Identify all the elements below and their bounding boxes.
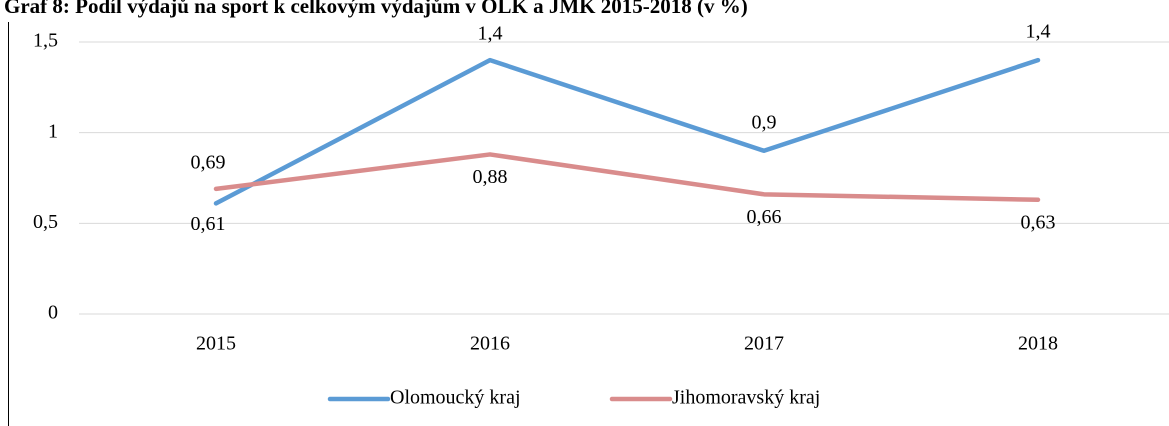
legend-label: Olomoucký kraj [390, 387, 521, 409]
data-label: 1,4 [478, 23, 503, 45]
legend-label: Jihomoravský kraj [672, 387, 820, 409]
data-label: 0,88 [473, 166, 508, 188]
x-tick-label: 2018 [1018, 333, 1058, 355]
y-tick-label: 0,5 [33, 211, 58, 233]
y-tick-label: 1,5 [33, 30, 58, 52]
x-tick-label: 2017 [744, 333, 784, 355]
chart-title: Graf 8: Podíl výdajů na sport k celkovým… [4, 0, 748, 18]
data-label: 1,4 [1026, 21, 1051, 43]
line-series [213, 57, 1041, 206]
x-tick-label: 2015 [196, 333, 236, 355]
line-series [213, 152, 1041, 203]
data-label: 0,9 [752, 111, 777, 133]
x-tick-label: 2016 [470, 333, 510, 355]
data-label: 0,66 [747, 206, 782, 228]
data-label: 0,61 [191, 213, 226, 235]
y-tick-label: 0 [48, 302, 58, 324]
data-label: 0,63 [1021, 211, 1056, 233]
y-tick-label: 1 [48, 120, 58, 142]
data-label: 0,69 [191, 151, 226, 173]
